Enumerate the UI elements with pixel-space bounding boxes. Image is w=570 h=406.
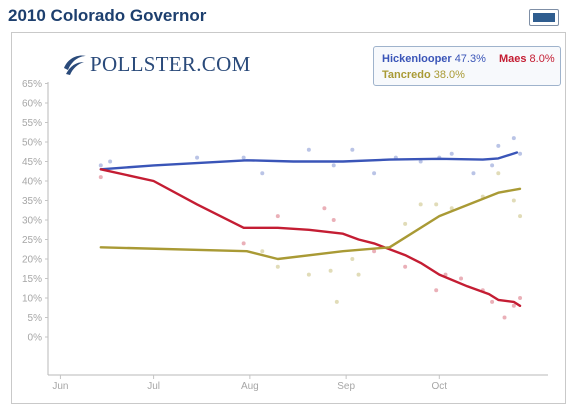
tancredo-poll-point [356,272,361,277]
hickenlooper-poll-point [471,171,476,176]
legend-item-hickenlooper[interactable]: Hickenlooper 47.3% [382,53,486,65]
y-tick-label: 5% [28,313,43,324]
tancredo-poll-point [260,249,265,254]
maes-poll-point [372,249,377,254]
hickenlooper-poll-point [449,151,454,156]
logo-text: POLLSTER.COM [90,51,251,76]
legend-name: Tancredo [382,69,431,81]
tancredo-poll-point [496,171,501,176]
tancredo-poll-point [434,202,439,207]
maes-poll-point [502,315,507,320]
hickenlooper-poll-point [372,171,377,176]
y-tick-label: 25% [22,235,42,246]
tancredo-poll-point [306,272,311,277]
page-title: 2010 Colorado Governor [8,6,207,25]
y-tick-label: 30% [22,216,42,227]
legend-value: 47.3% [454,53,486,65]
hickenlooper-poll-point [350,147,355,152]
maes-poll-point [331,218,336,222]
hickenlooper-poll-point [331,163,336,168]
x-tick-label: Jul [147,381,160,392]
y-tick-label: 55% [22,118,42,129]
y-tick-label: 15% [22,274,42,285]
maes-poll-point [322,206,327,211]
hickenlooper-poll-point [490,163,495,168]
hickenlooper-poll-point [260,171,265,176]
maes-poll-point [275,214,280,219]
y-tick-label: 65% [22,79,42,90]
hickenlooper-poll-point [511,136,516,141]
hickenlooper-poll-point [306,147,311,152]
y-tick-label: 10% [22,294,42,305]
hickenlooper-poll-point [518,151,523,156]
y-tick-label: 35% [22,196,42,207]
tancredo-poll-point [334,299,339,304]
x-tick-label: Aug [241,381,259,392]
x-tick-label: Jun [52,381,68,392]
tancredo-poll-point [518,214,523,219]
hickenlooper-poll-point [195,155,200,160]
tancredo-poll-point [328,268,333,273]
legend-value: 8.0% [529,53,555,65]
tancredo-poll-point [350,257,355,261]
chart-frame [11,32,566,404]
hickenlooper-poll-point [496,143,501,148]
y-tick-label: 40% [22,177,42,188]
tancredo-poll-point [403,221,408,226]
tancredo-poll-point [511,198,516,203]
legend: Hickenlooper 47.3% Maes 8.0% Tancredo 38.0% [373,46,561,86]
x-tick-label: Oct [432,381,448,392]
maes-poll-point [403,264,408,269]
legend-value: 38.0% [433,69,465,81]
y-tick-label: 0% [28,333,43,344]
x-tick-label: Sep [337,381,355,392]
tancredo-poll-point [418,202,423,207]
hickenlooper-poll-point [108,159,113,164]
tancredo-trend-line [99,187,522,261]
legend-name: Hickenlooper [382,53,452,65]
tancredo-poll-point [275,264,280,269]
maes-poll-point [98,175,103,180]
pollster-logo: POLLSTER.COM [62,48,251,80]
expand-button[interactable] [529,9,559,26]
tancredo-poll-point [449,206,454,211]
hickenlooper-poll-point [98,163,103,168]
maes-poll-point [518,296,523,300]
maes-trend-line [99,168,522,307]
y-tick-label: 20% [22,255,42,266]
pollster-logo-icon [64,55,86,75]
y-tick-label: 45% [22,157,42,168]
maes-poll-point [459,276,464,281]
legend-item-maes[interactable]: Maes 8.0% [499,53,555,65]
expand-icon [533,13,555,22]
maes-poll-point [490,299,495,304]
legend-item-tancredo[interactable]: Tancredo 38.0% [382,69,465,81]
y-tick-label: 60% [22,99,42,110]
maes-poll-point [511,303,516,308]
maes-poll-point [241,241,246,246]
hickenlooper-poll-point [418,159,423,164]
hickenlooper-poll-point [241,155,246,160]
legend-name: Maes [499,53,527,65]
y-tick-label: 50% [22,138,42,149]
hickenlooper-trend-line [99,151,519,171]
maes-poll-point [434,288,439,293]
